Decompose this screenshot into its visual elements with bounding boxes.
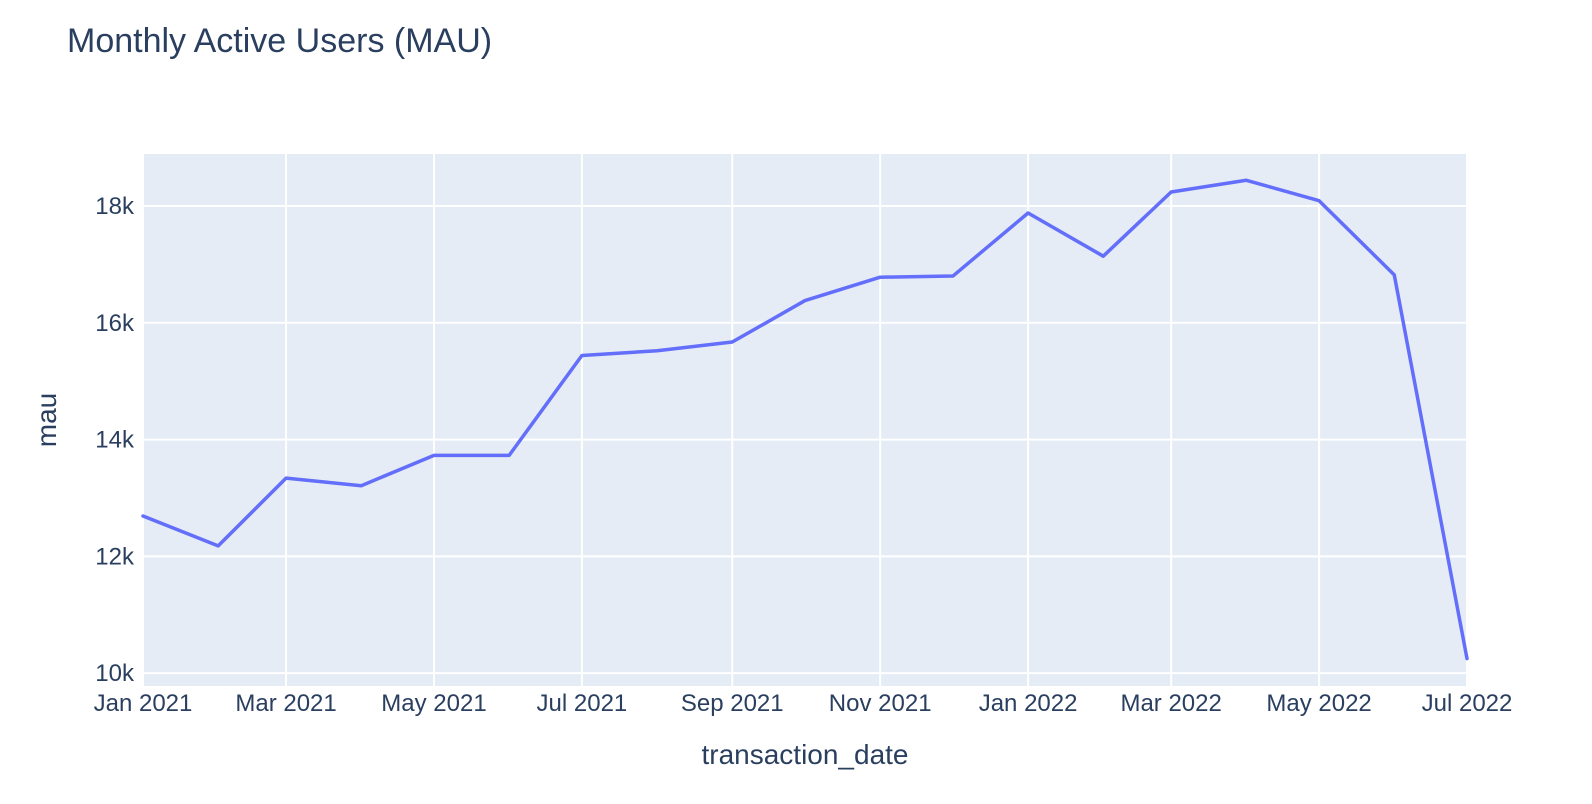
x-tick-label: Mar 2022 xyxy=(1120,690,1221,717)
x-tick-label: Nov 2021 xyxy=(829,690,932,717)
y-tick-label: 10k xyxy=(95,660,135,687)
x-tick-label: Jul 2022 xyxy=(1422,690,1513,717)
plot-area xyxy=(143,154,1467,686)
x-tick-label: Jan 2022 xyxy=(979,690,1078,717)
y-axis-ticks: 10k 12k 14k 16k 18k xyxy=(95,193,135,687)
x-tick-label: May 2021 xyxy=(381,690,486,717)
y-tick-label: 12k xyxy=(95,543,135,570)
y-tick-label: 14k xyxy=(95,427,135,454)
x-tick-label: Mar 2021 xyxy=(235,690,336,717)
y-tick-label: 18k xyxy=(95,193,135,220)
grid-lines xyxy=(142,154,1468,686)
x-axis-ticks: Jan 2021 Mar 2021 May 2021 Jul 2021 Sep 2021… xyxy=(94,690,1513,717)
x-tick-label: Jan 2021 xyxy=(94,690,193,717)
series-layer xyxy=(141,178,1469,661)
x-tick-label: Sep 2021 xyxy=(681,690,784,717)
chart-title: Monthly Active Users (MAU) xyxy=(67,22,493,60)
y-axis-title: mau xyxy=(31,393,62,447)
series-line xyxy=(141,178,1469,661)
x-tick-label: May 2022 xyxy=(1266,690,1371,717)
x-axis-title: transaction_date xyxy=(701,739,908,770)
x-tick-label: Jul 2021 xyxy=(537,690,628,717)
y-tick-label: 16k xyxy=(95,310,135,337)
